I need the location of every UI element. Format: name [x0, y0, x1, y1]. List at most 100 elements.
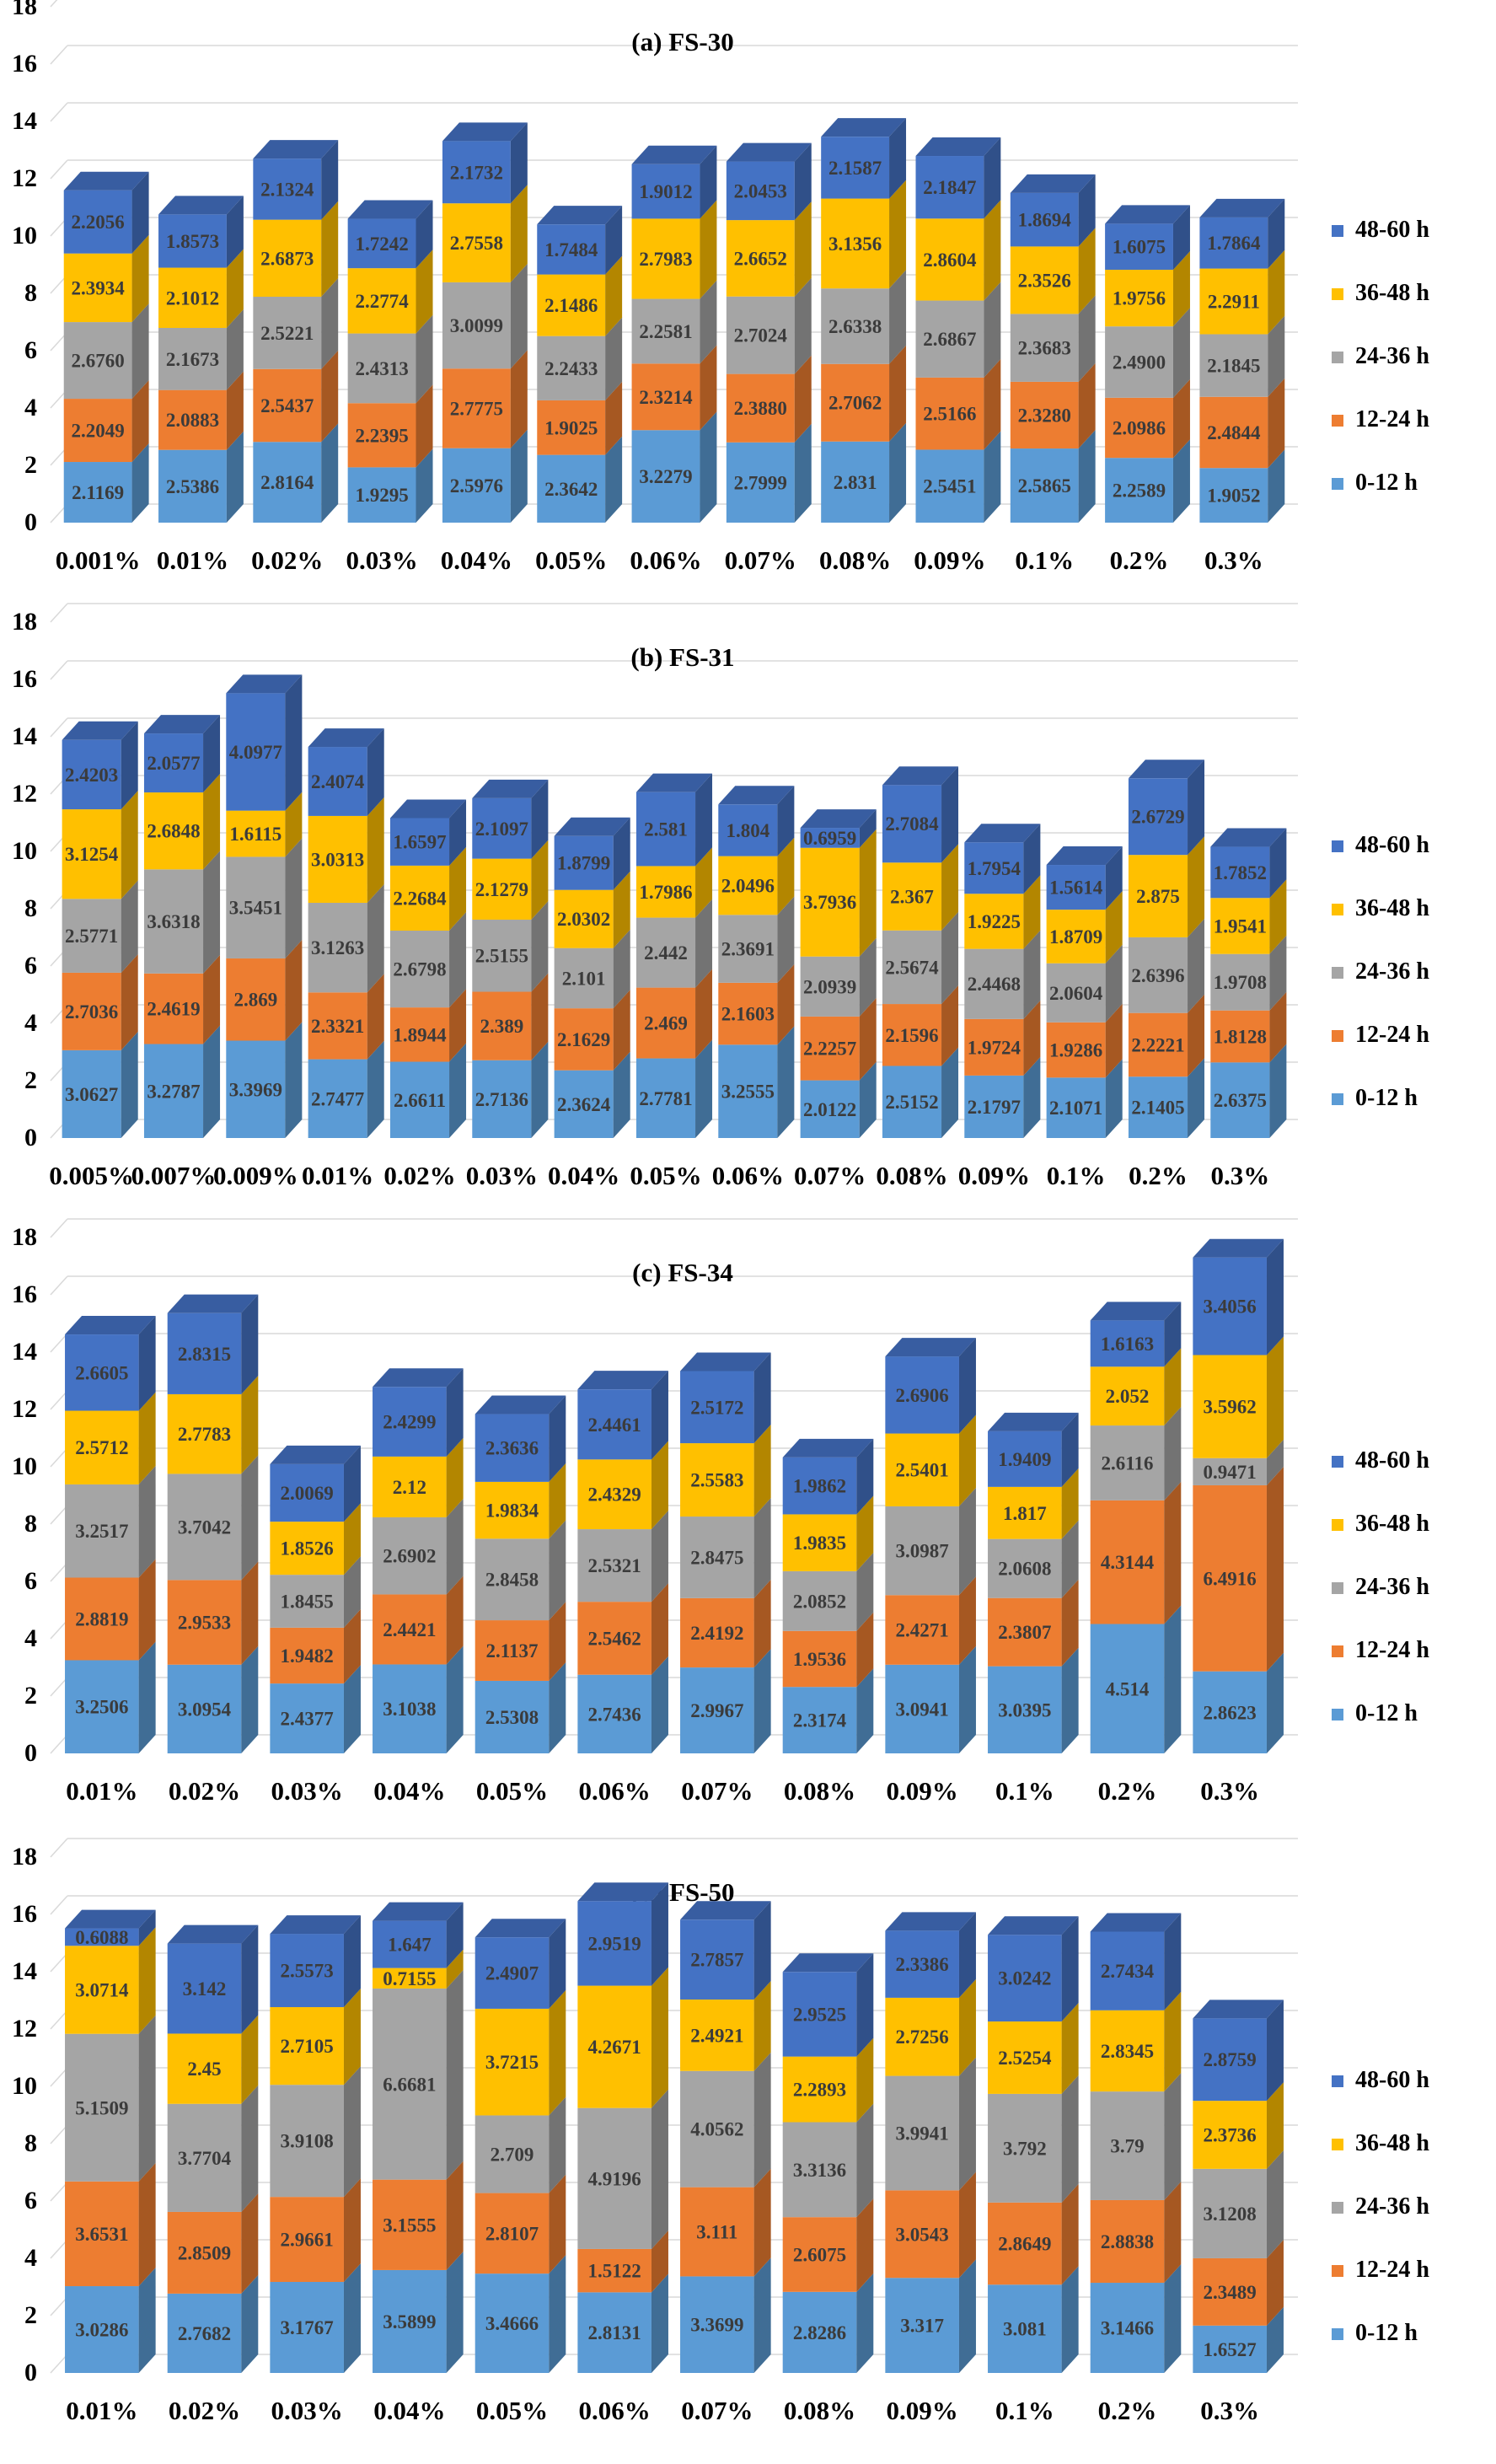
bar-segment-side: [695, 773, 713, 867]
legend-swatch: [1332, 288, 1343, 300]
legend-swatch: [1332, 904, 1343, 915]
bar-segment: [475, 1620, 550, 1681]
bar-segment-side: [138, 2268, 156, 2373]
data-label: 2.3691: [721, 939, 775, 960]
bar-segment-side: [241, 2274, 259, 2373]
bar-segment-side: [549, 1919, 566, 2009]
x-tick-label: 0.2%: [1098, 1776, 1157, 1806]
data-label: 1.6163: [1101, 1334, 1154, 1355]
data-label: 2.5308: [485, 1707, 539, 1728]
data-label: 2.1486: [544, 295, 598, 316]
bar-segment-side: [613, 817, 630, 890]
x-tick-label: 0.08%: [784, 1776, 855, 1806]
data-label: 2.2433: [544, 358, 598, 379]
bar-segment-side: [1105, 891, 1123, 964]
data-label: 3.317: [900, 2316, 944, 2337]
bar-segment-side: [794, 355, 812, 443]
gridline-depth: [50, 102, 68, 122]
bar-segment: [1193, 1484, 1267, 1672]
bar-segment-top: [1199, 198, 1285, 217]
bar-segment-side: [1164, 1481, 1182, 1624]
bar-segment-side: [226, 196, 244, 268]
bar-segment: [680, 1517, 754, 1598]
y-tick-label: 4: [24, 2244, 37, 2272]
data-label: 2.1587: [828, 158, 882, 179]
bar-segment: [65, 1577, 139, 1661]
bar-stack: 3.2787 2.4619 3.6318 2.6848 2.0577: [143, 715, 221, 1138]
bar-stack: 2.6611 1.8944 2.6798 2.2684 1.6597: [389, 799, 467, 1138]
data-label: 2.2257: [803, 1039, 856, 1060]
y-tick-label: 6: [24, 2187, 37, 2214]
bar-segment: [442, 448, 511, 523]
legend-label: 36-48 h: [1355, 895, 1429, 921]
bar-stack: 3.3969 2.869 3.5451 1.6115 4.0977: [226, 674, 303, 1138]
bar-segment-side: [1164, 1407, 1182, 1500]
data-label: 1.8455: [281, 1592, 334, 1613]
legend-swatch: [1332, 840, 1343, 852]
data-label: 2.6798: [393, 959, 446, 980]
bar-segment: [1193, 2018, 1267, 2102]
data-label: 2.875: [1136, 886, 1180, 907]
bar-segment: [821, 441, 890, 523]
bar-stack: 3.317 3.0543 3.9941 2.7256 2.3386: [885, 1912, 976, 2373]
bar-segment: [167, 2033, 242, 2104]
data-label: 1.9295: [355, 485, 408, 506]
bar-segment-side: [1061, 2183, 1079, 2285]
data-label: 2.9533: [178, 1613, 231, 1634]
bar-segment: [577, 2292, 651, 2373]
bar-segment-side: [549, 1463, 566, 1539]
bar-segment: [389, 1061, 450, 1138]
data-label: 0.6088: [75, 1927, 128, 1948]
bar-segment: [475, 2193, 550, 2274]
bar-segment: [226, 958, 286, 1041]
data-label: 1.9052: [1207, 486, 1260, 507]
bar-segment-side: [984, 282, 1001, 378]
bar-segment: [680, 1443, 754, 1517]
bar-segment: [1046, 963, 1106, 1023]
x-tick-label: 0.07%: [725, 545, 796, 575]
bar-segment-side: [549, 1395, 566, 1482]
x-tick-label: 0.01%: [157, 545, 228, 575]
bar-segment-side: [549, 1661, 566, 1753]
bar-segment-side: [695, 899, 713, 988]
bar-segment-side: [446, 1576, 464, 1665]
data-label: 2.6848: [147, 821, 200, 842]
legend-label: 24-36 h: [1355, 958, 1429, 985]
bar-segment-side: [1266, 1466, 1284, 1672]
bar-segment-side: [651, 1511, 668, 1602]
data-label: 3.3136: [793, 2160, 846, 2181]
bar-stack: 3.1767 2.9661 3.9108 2.7105 2.5573: [270, 1915, 361, 2373]
data-label: 3.142: [183, 1978, 227, 2000]
bar-segment-side: [651, 2230, 668, 2293]
bar-stack: 2.8286 2.6075 3.3136 2.2893 2.9525: [782, 1953, 874, 2373]
bar-segment: [1199, 468, 1268, 523]
bar-segment: [964, 1075, 1024, 1138]
data-label: 2.7136: [475, 1089, 528, 1110]
data-label: 2.2893: [793, 2080, 846, 2101]
gridline-depth: [50, 2354, 68, 2374]
bar-segment: [270, 2281, 344, 2373]
gridline-depth: [50, 1275, 68, 1296]
bar-segment: [1046, 865, 1106, 910]
x-tick-label: 0.1%: [1047, 1161, 1106, 1190]
bar-segment-top: [65, 1316, 156, 1335]
bar-segment-side: [1188, 760, 1205, 856]
bar-segment-side: [777, 837, 795, 915]
data-label: 4.0977: [229, 742, 282, 763]
bar-segment-side: [131, 171, 149, 254]
bar-segment-side: [1164, 2181, 1182, 2284]
legend-swatch: [1332, 967, 1343, 979]
bar-segment: [373, 1988, 447, 2180]
data-label: 2.7857: [690, 1950, 743, 1971]
y-tick-label: 16: [12, 1280, 37, 1308]
bar-segment-side: [510, 350, 528, 448]
bar-segment-side: [695, 847, 713, 918]
data-label: 2.389: [480, 1016, 523, 1037]
data-label: 3.0941: [896, 1699, 949, 1720]
x-tick-label: 0.08%: [876, 1161, 947, 1190]
bar-segment: [800, 828, 860, 848]
data-label: 3.1555: [383, 2214, 436, 2236]
bar-segment-top: [726, 142, 812, 162]
legend-swatch: [1332, 478, 1343, 490]
